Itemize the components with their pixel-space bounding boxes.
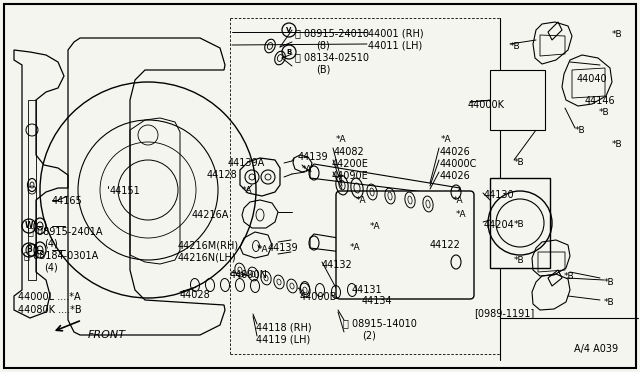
Text: (B): (B) xyxy=(316,64,330,74)
Text: 44165: 44165 xyxy=(52,196,83,206)
Text: *A: *A xyxy=(302,165,312,174)
Bar xyxy=(490,70,545,130)
Text: 44139A: 44139A xyxy=(228,158,265,168)
Text: *B: *B xyxy=(604,298,614,307)
Text: ⓦ 08915-2401A: ⓦ 08915-2401A xyxy=(28,226,102,236)
Text: B: B xyxy=(286,49,292,55)
Text: 44000L ....*A: 44000L ....*A xyxy=(18,292,81,302)
Text: 44000B: 44000B xyxy=(300,292,337,302)
Text: 44200E: 44200E xyxy=(332,159,369,169)
Text: *B: *B xyxy=(514,256,525,265)
Text: *B: *B xyxy=(612,30,623,39)
Text: 44132: 44132 xyxy=(322,260,353,270)
Text: *B: *B xyxy=(599,108,610,117)
Text: 44128: 44128 xyxy=(207,170,237,180)
Text: *A: *A xyxy=(336,135,347,144)
Text: *B: *B xyxy=(514,158,525,167)
Text: FRONT: FRONT xyxy=(88,330,126,340)
Text: (4): (4) xyxy=(44,262,58,272)
Text: ⓥ 08915-14010: ⓥ 08915-14010 xyxy=(343,318,417,328)
Text: 44204: 44204 xyxy=(484,220,515,230)
Text: *A: *A xyxy=(441,135,452,144)
Text: A/4 A039: A/4 A039 xyxy=(574,344,618,354)
Text: 44216N(LH): 44216N(LH) xyxy=(178,252,237,262)
Text: 44119 (LH): 44119 (LH) xyxy=(256,334,310,344)
Text: *A: *A xyxy=(258,245,269,254)
Text: 44040: 44040 xyxy=(577,74,607,84)
FancyBboxPatch shape xyxy=(336,191,474,299)
Text: *A: *A xyxy=(242,186,253,195)
Text: 44090E: 44090E xyxy=(332,171,369,181)
Text: *B: *B xyxy=(510,42,520,51)
Text: 44011 (LH): 44011 (LH) xyxy=(368,40,422,50)
Text: 44134: 44134 xyxy=(362,296,392,306)
Text: 44000K: 44000K xyxy=(468,100,505,110)
Text: 44001 (RH): 44001 (RH) xyxy=(368,28,424,38)
Text: *A: *A xyxy=(456,210,467,219)
Text: 44139: 44139 xyxy=(298,152,328,162)
Text: Ⓑ 08134-02510: Ⓑ 08134-02510 xyxy=(295,52,369,62)
Text: Ⓑ 08184-0301A: Ⓑ 08184-0301A xyxy=(24,250,99,260)
Bar xyxy=(490,178,550,268)
Text: 44130: 44130 xyxy=(484,190,515,200)
Text: [0989-1191]: [0989-1191] xyxy=(474,308,534,318)
Text: 44216A: 44216A xyxy=(192,210,229,220)
Text: 44118 (RH): 44118 (RH) xyxy=(256,322,312,332)
Text: 44090N: 44090N xyxy=(230,270,268,280)
Text: V: V xyxy=(286,27,292,33)
Text: 44216M(RH): 44216M(RH) xyxy=(178,240,239,250)
Text: *B: *B xyxy=(604,278,614,287)
Text: *B: *B xyxy=(575,126,586,135)
Text: 44082: 44082 xyxy=(334,147,365,157)
Text: 44122: 44122 xyxy=(430,240,461,250)
Text: 44080K ....*B: 44080K ....*B xyxy=(18,305,82,315)
Text: *B: *B xyxy=(514,220,525,229)
Text: *A: *A xyxy=(453,196,463,205)
Text: 44026: 44026 xyxy=(440,171,471,181)
Text: 44028: 44028 xyxy=(180,290,211,300)
Text: B: B xyxy=(26,246,32,254)
Text: *B: *B xyxy=(612,140,623,149)
Text: 44139: 44139 xyxy=(268,243,299,253)
Text: *A: *A xyxy=(350,243,360,252)
Text: 44146: 44146 xyxy=(585,96,616,106)
Text: 44000C: 44000C xyxy=(440,159,477,169)
Text: (8): (8) xyxy=(316,40,330,50)
Text: 44026: 44026 xyxy=(440,147,471,157)
Text: (2): (2) xyxy=(362,330,376,340)
Text: *A: *A xyxy=(356,196,367,205)
Text: ⓥ 08915-24010: ⓥ 08915-24010 xyxy=(295,28,369,38)
Text: *B: *B xyxy=(564,272,575,281)
Text: 44131: 44131 xyxy=(352,285,383,295)
Text: W: W xyxy=(25,221,33,231)
Text: (4): (4) xyxy=(44,238,58,248)
Text: *A: *A xyxy=(370,222,381,231)
Text: 44151: 44151 xyxy=(110,186,141,196)
